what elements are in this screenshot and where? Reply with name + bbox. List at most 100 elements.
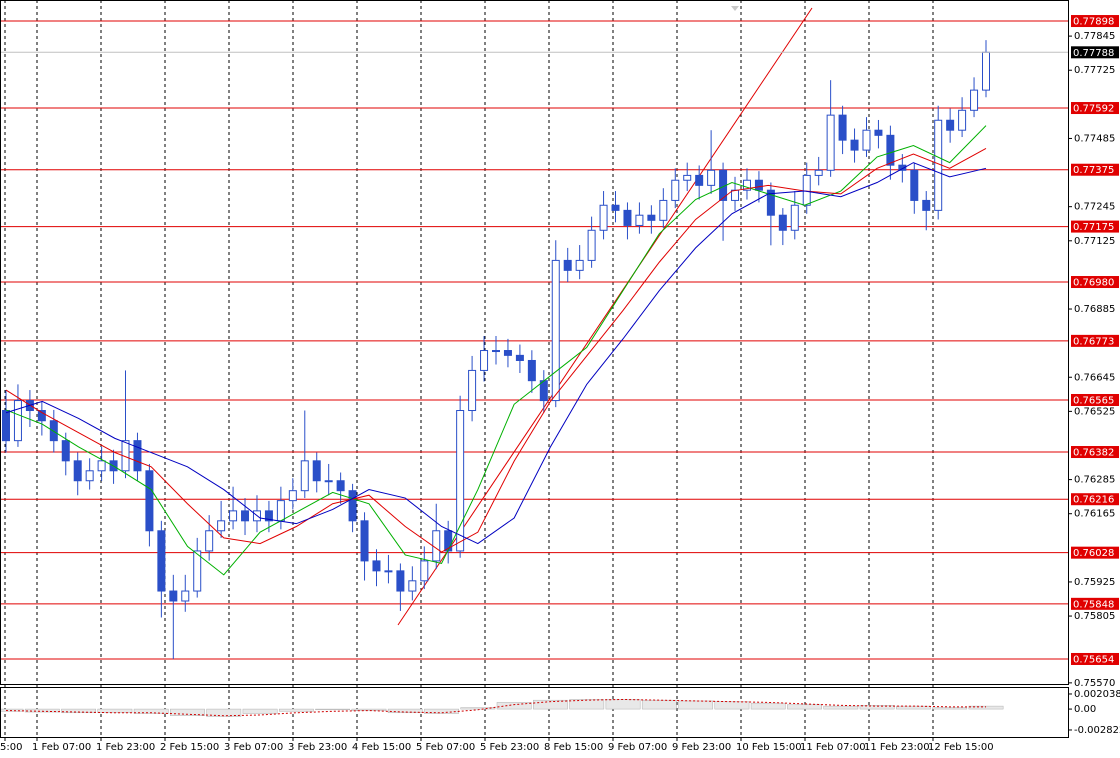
current-price-tag [1071, 46, 1119, 59]
y-tick-label: 0.77485 [1074, 133, 1115, 144]
candle-body [826, 114, 835, 171]
candle-body [802, 174, 811, 206]
moving-average [5, 125, 987, 576]
x-tick-label: 12 Feb 15:00 [928, 742, 994, 753]
candle-body [432, 530, 441, 562]
histogram-bar [278, 708, 314, 712]
candle-body [61, 440, 70, 462]
x-tick-label: 10 Feb 15:00 [736, 742, 802, 753]
level-tag [1071, 393, 1119, 406]
y-tick-label: 0.76525 [1074, 406, 1115, 417]
candle-body [623, 209, 632, 226]
y-tick-label: 0.75570 [1074, 678, 1115, 689]
x-tick-label: 11 Feb 23:00 [864, 742, 930, 753]
candle-body [958, 109, 967, 131]
y-tick-label: -0.002822 [1074, 725, 1120, 736]
y-tick-label: 0.76885 [1074, 304, 1115, 315]
x-tick-label: 11 Feb 07:00 [800, 742, 866, 753]
current-price-label: 0.77788 [1073, 48, 1114, 59]
histogram-bar [569, 699, 605, 710]
histogram-bar [533, 699, 568, 710]
y-tick-label: 0.76165 [1074, 509, 1115, 520]
y-tick-label: 0.75925 [1074, 577, 1115, 588]
candle-body [599, 204, 608, 231]
candle-body [647, 214, 656, 221]
y-tick-label: 0.76285 [1074, 475, 1115, 486]
histogram-bar [605, 699, 641, 710]
histogram-bar [714, 701, 750, 710]
candle-body [384, 570, 393, 573]
y-tick-label: 0.00 [1074, 704, 1096, 715]
candle-body [241, 510, 250, 522]
histogram-bar [206, 708, 242, 717]
x-tick-label: 1 Feb 07:00 [32, 742, 91, 753]
histogram-bar [859, 705, 895, 710]
grid [4, 0, 934, 737]
candle-body [731, 189, 740, 201]
candle-body [276, 500, 285, 522]
y-tick-label: 0.77245 [1074, 202, 1115, 213]
candle-body [838, 114, 847, 141]
candle-body [551, 259, 560, 402]
candle-body [133, 440, 142, 472]
candle-body [683, 174, 692, 181]
candle-body [742, 179, 751, 191]
candle-body [145, 470, 154, 532]
x-tick-label: 9 Feb 23:00 [672, 742, 731, 753]
candle-body [73, 460, 82, 482]
candle-body [527, 359, 536, 382]
histogram-bar [24, 708, 60, 713]
candle-body [575, 259, 584, 271]
y-tick-label: 0.002038 [1074, 689, 1120, 700]
candle-body [766, 189, 775, 216]
candle-body [300, 460, 309, 492]
candle-body [886, 134, 895, 166]
candle-body [205, 530, 214, 552]
histogram-bar [315, 708, 351, 711]
signal-line [5, 698, 986, 717]
x-tick-label: 2 Feb 15:00 [160, 742, 219, 753]
candle-body [659, 199, 668, 221]
candle-body [563, 259, 572, 271]
candle-body [181, 590, 190, 602]
candle-body [2, 410, 10, 442]
histogram-bar [750, 702, 786, 710]
histogram-bar [242, 708, 278, 714]
indicator-frame [0, 687, 1069, 738]
candle-body [217, 520, 226, 532]
candle-body [707, 169, 716, 186]
candle-body [695, 174, 704, 186]
histogram-bar [823, 705, 859, 710]
y-tick-label: 0.77845 [1074, 31, 1115, 42]
y-tick-label: 0.77725 [1074, 65, 1115, 76]
level-label: 0.76980 [1073, 278, 1114, 289]
candle-body [790, 204, 799, 231]
level-tag [1071, 446, 1119, 459]
candle-body [480, 350, 489, 371]
moving-average [5, 147, 987, 553]
candle-body [396, 570, 405, 592]
level-label: 0.77175 [1073, 222, 1114, 233]
shift-marker [731, 6, 739, 11]
histogram-bar [496, 702, 532, 710]
level-tag [1071, 102, 1119, 115]
candle-body [587, 229, 596, 261]
x-tick-label: 3 Feb 07:00 [224, 742, 283, 753]
y-tick-label: 0.77125 [1074, 236, 1115, 247]
histogram-bar [424, 708, 459, 714]
trend-line [397, 7, 813, 626]
candle-body [336, 480, 345, 492]
x-tick-label: 5:00 [0, 742, 22, 753]
histogram-bar [932, 707, 968, 710]
candle-body [850, 139, 859, 151]
histogram-bar [170, 708, 205, 716]
candle-body [874, 129, 883, 136]
candle-body [456, 410, 465, 552]
candle-body [229, 510, 238, 522]
x-tick-label: 4 Feb 15:00 [352, 742, 411, 753]
histogram-bar [787, 704, 822, 710]
candle-body [169, 590, 178, 602]
level-label: 0.77898 [1073, 17, 1114, 28]
